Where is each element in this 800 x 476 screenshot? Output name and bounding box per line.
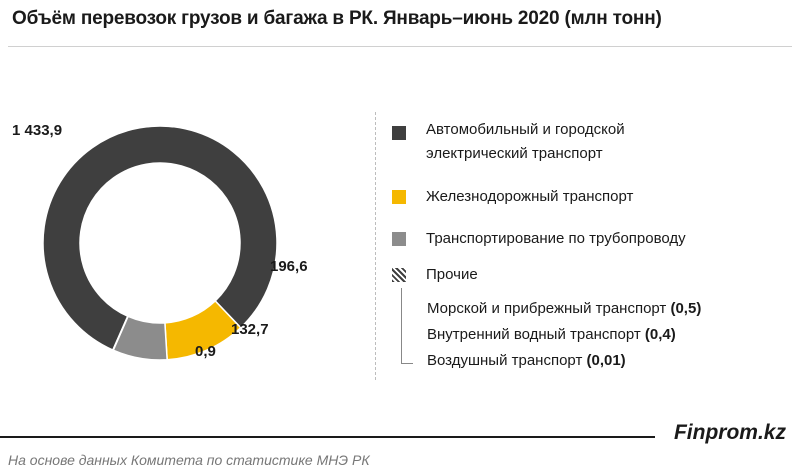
- title-divider: [8, 46, 792, 47]
- others-item-sea: Морской и прибрежный транспорт (0,5): [427, 300, 701, 317]
- others-item-river: Внутренний водный транспорт (0,4): [427, 326, 676, 343]
- value-label-pipeline: 132,7: [231, 321, 269, 338]
- legend-swatch-auto: [392, 126, 406, 140]
- legend-label-auto-line1: Автомобильный и городской: [426, 121, 625, 138]
- others-value-river: (0,4): [644, 326, 676, 343]
- brand-logo[interactable]: Finprom.kz: [673, 421, 786, 444]
- value-label-other: 0,9: [195, 343, 216, 360]
- chart-title: Объём перевозок грузов и багажа в РК. Ян…: [12, 8, 662, 29]
- legend-divider: [375, 112, 376, 380]
- others-value-sea: (0,5): [670, 300, 702, 317]
- others-bracket-tick: [401, 363, 413, 364]
- value-label-auto: 1 433,9: [12, 122, 63, 139]
- others-bracket: [401, 288, 414, 364]
- value-label-rail: 196,6: [270, 258, 308, 275]
- others-label-river: Внутренний водный транспорт: [427, 326, 641, 343]
- slice-other: [111, 315, 129, 352]
- footer-rule: [0, 436, 655, 438]
- others-label-air: Воздушный транспорт: [427, 352, 583, 369]
- others-value-air: (0,01): [586, 352, 626, 369]
- source-note: На основе данных Комитета по статистике …: [8, 452, 370, 468]
- legend-label-rail: Железнодорожный транспорт: [426, 188, 634, 205]
- slice-auto: [42, 125, 278, 352]
- others-label-sea: Морской и прибрежный транспорт: [427, 300, 667, 317]
- legend-swatch-rail: [392, 190, 406, 204]
- legend-swatch-pipeline: [392, 232, 406, 246]
- legend-swatch-other: [392, 268, 406, 282]
- legend-label-pipeline: Транспортирование по трубопроводу: [426, 230, 686, 247]
- legend-label-other: Прочие: [426, 266, 478, 283]
- legend-label-auto-line2: электрический транспорт: [426, 145, 603, 162]
- others-item-air: Воздушный транспорт (0,01): [427, 352, 626, 369]
